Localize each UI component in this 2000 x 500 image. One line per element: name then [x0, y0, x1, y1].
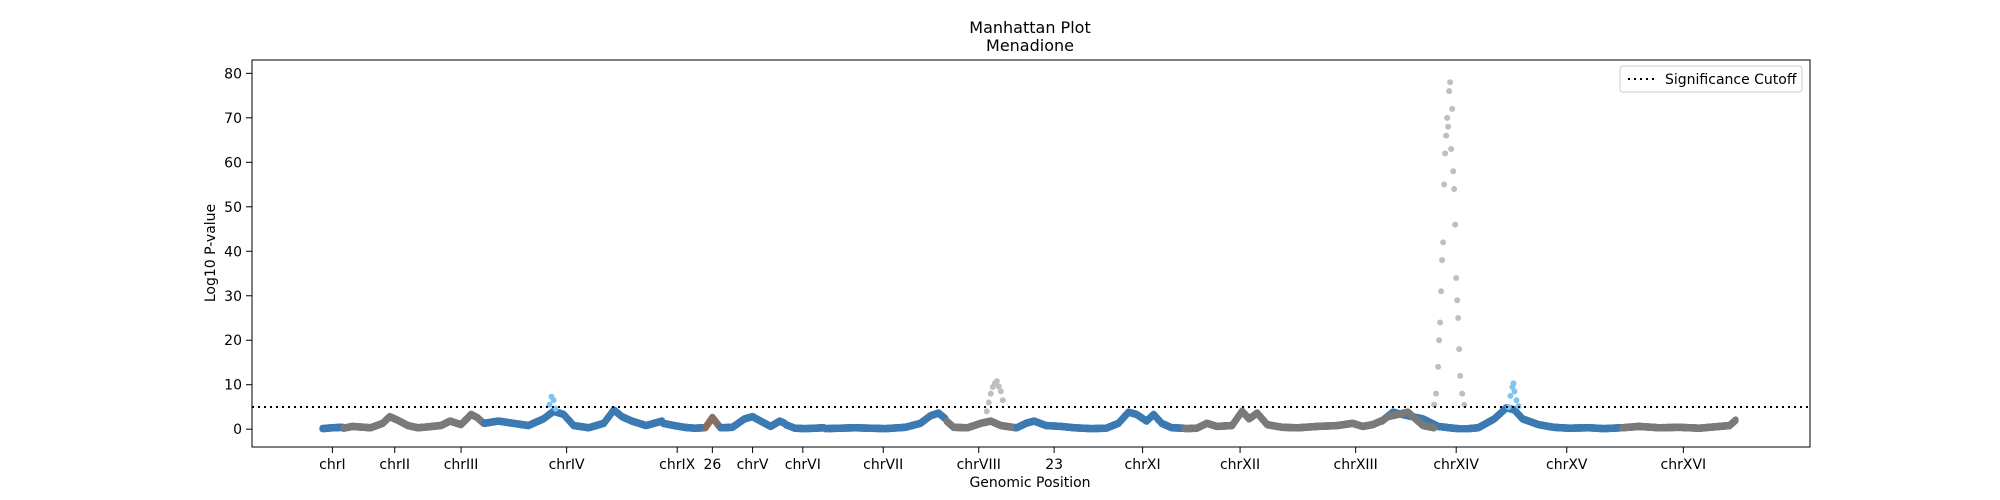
- chart-title: Manhattan Plot: [969, 18, 1090, 37]
- chart-subtitle: Menadione: [986, 36, 1074, 55]
- data-points: [319, 79, 1739, 433]
